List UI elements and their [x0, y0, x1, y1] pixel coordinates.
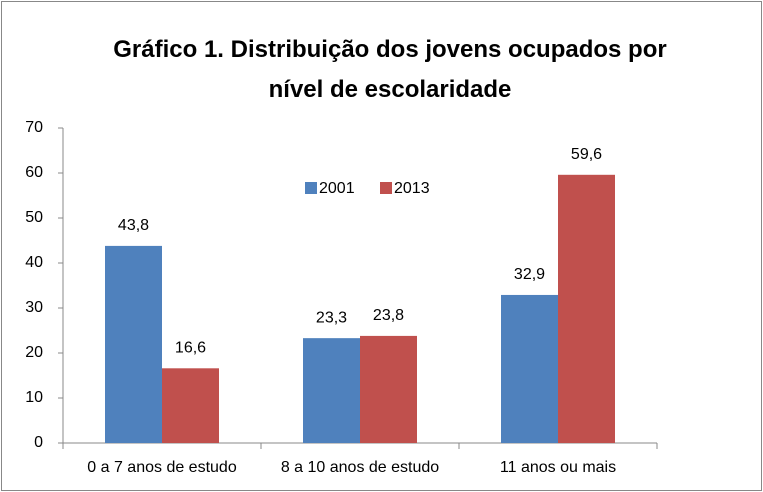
value-label: 16,6	[175, 340, 206, 357]
y-tick-label: 70	[25, 119, 43, 136]
y-tick-label: 0	[34, 434, 43, 451]
y-tick-label: 30	[25, 299, 43, 316]
bar	[360, 335, 417, 443]
x-tick-label: 11 anos ou mais	[500, 459, 616, 476]
legend-swatch	[380, 182, 392, 194]
legend-label: 2001	[319, 180, 355, 197]
bar	[303, 338, 360, 443]
legend-swatch	[305, 182, 317, 194]
value-label: 23,3	[316, 309, 347, 326]
x-tick-label: 8 a 10 anos de estudo	[281, 459, 439, 476]
y-tick-label: 20	[25, 344, 43, 361]
legend-label: 2013	[394, 180, 430, 197]
value-label: 43,8	[118, 217, 149, 234]
bar	[501, 294, 558, 443]
chart-title: Gráfico 1. Distribuição dos jovens ocupa…	[113, 36, 667, 103]
bar	[105, 245, 162, 443]
x-tick-label: 0 a 7 anos de estudo	[87, 459, 237, 476]
value-label: 23,8	[373, 307, 404, 324]
value-label: 32,9	[514, 266, 545, 283]
y-tick-label: 50	[25, 209, 43, 226]
y-tick-label: 10	[25, 389, 43, 406]
value-label: 59,6	[571, 146, 602, 163]
y-tick-label: 40	[25, 254, 43, 271]
bar	[558, 174, 615, 444]
bar	[162, 368, 219, 443]
y-tick-label: 60	[25, 164, 43, 181]
